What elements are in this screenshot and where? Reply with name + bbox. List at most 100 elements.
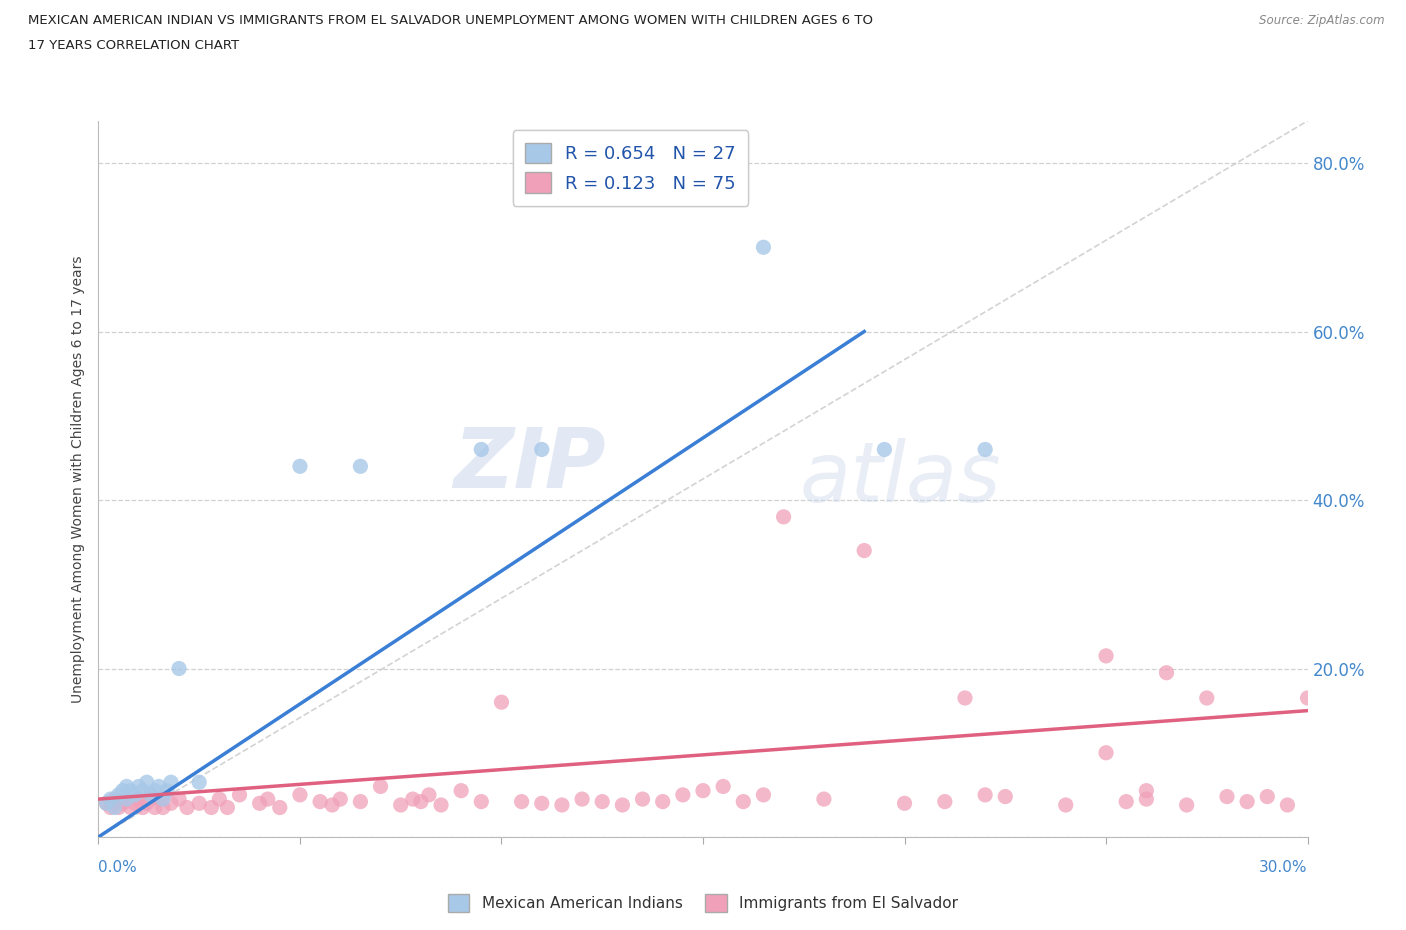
Point (288, 458, 311, 473)
Point (612, 798, 634, 813)
Text: 0.0%: 0.0% (98, 860, 138, 875)
Point (148, 791, 170, 806)
Point (96, 796, 118, 811)
Text: atlas: atlas (800, 438, 1001, 520)
Point (107, 800, 129, 815)
Text: MEXICAN AMERICAN INDIAN VS IMMIGRANTS FROM EL SALVADOR UNEMPLOYMENT AMONG WOMEN : MEXICAN AMERICAN INDIAN VS IMMIGRANTS FR… (28, 14, 873, 27)
Point (115, 791, 138, 806)
Point (128, 779, 150, 794)
Point (430, 798, 453, 813)
Point (249, 796, 271, 811)
Point (470, 442, 492, 457)
Point (103, 800, 125, 815)
Point (128, 791, 150, 806)
Point (934, 794, 956, 809)
Point (115, 779, 138, 794)
Point (733, 794, 755, 809)
Point (329, 791, 352, 806)
Point (1216, 790, 1239, 804)
Point (551, 798, 574, 813)
Point (321, 798, 343, 813)
Point (208, 791, 231, 806)
Point (1195, 691, 1218, 706)
Point (1175, 798, 1198, 813)
Point (111, 783, 134, 798)
Point (994, 790, 1017, 804)
Point (571, 791, 593, 806)
Point (1277, 798, 1299, 813)
Point (115, 791, 138, 806)
Point (132, 800, 155, 815)
Text: Source: ZipAtlas.com: Source: ZipAtlas.com (1260, 14, 1385, 27)
Text: 17 YEARS CORRELATION CHART: 17 YEARS CORRELATION CHART (28, 39, 239, 52)
Point (135, 775, 157, 790)
Legend: R = 0.654   N = 27, R = 0.123   N = 75: R = 0.654 N = 27, R = 0.123 N = 75 (513, 130, 748, 206)
Point (591, 794, 613, 809)
Text: ZIP: ZIP (454, 424, 606, 505)
Point (120, 783, 142, 798)
Point (111, 796, 134, 811)
Point (124, 788, 146, 803)
Point (1115, 794, 1137, 809)
Point (389, 798, 412, 813)
Point (135, 796, 157, 811)
Point (370, 779, 392, 794)
Point (288, 788, 311, 803)
Point (96, 796, 118, 811)
Point (1156, 665, 1178, 680)
Point (349, 794, 371, 809)
Point (772, 510, 794, 525)
Point (148, 779, 170, 794)
Point (160, 796, 183, 811)
Point (167, 661, 190, 676)
Point (402, 791, 425, 806)
Point (491, 695, 513, 710)
Point (752, 240, 775, 255)
Point (711, 779, 734, 794)
Point (228, 788, 250, 803)
Point (200, 800, 222, 815)
Point (974, 442, 997, 457)
Point (100, 791, 122, 806)
Point (450, 783, 472, 798)
Point (530, 442, 553, 457)
Legend: Mexican American Indians, Immigrants from El Salvador: Mexican American Indians, Immigrants fro… (441, 888, 965, 918)
Point (1135, 783, 1157, 798)
Point (692, 783, 714, 798)
Point (152, 800, 174, 815)
Point (100, 800, 122, 815)
Point (139, 788, 162, 803)
Point (651, 794, 673, 809)
Point (103, 791, 125, 806)
Text: 30.0%: 30.0% (1260, 860, 1308, 875)
Point (107, 788, 129, 803)
Point (349, 458, 371, 473)
Point (143, 783, 166, 798)
Point (269, 800, 291, 815)
Point (409, 794, 432, 809)
Point (672, 788, 695, 803)
Point (120, 800, 142, 815)
Point (893, 796, 915, 811)
Point (188, 775, 211, 790)
Point (853, 543, 876, 558)
Point (530, 796, 553, 811)
Point (631, 791, 654, 806)
Point (156, 783, 179, 798)
Y-axis label: Unemployment Among Women with Children Ages 6 to 17 years: Unemployment Among Women with Children A… (72, 255, 86, 703)
Point (124, 796, 146, 811)
Point (813, 791, 835, 806)
Point (1236, 794, 1258, 809)
Point (152, 791, 174, 806)
Point (139, 788, 162, 803)
Point (188, 796, 211, 811)
Point (176, 800, 198, 815)
Point (953, 691, 976, 706)
Point (143, 800, 166, 815)
Point (160, 775, 183, 790)
Point (510, 794, 533, 809)
Point (974, 788, 997, 803)
Point (1095, 648, 1118, 663)
Point (256, 791, 278, 806)
Point (1296, 691, 1319, 706)
